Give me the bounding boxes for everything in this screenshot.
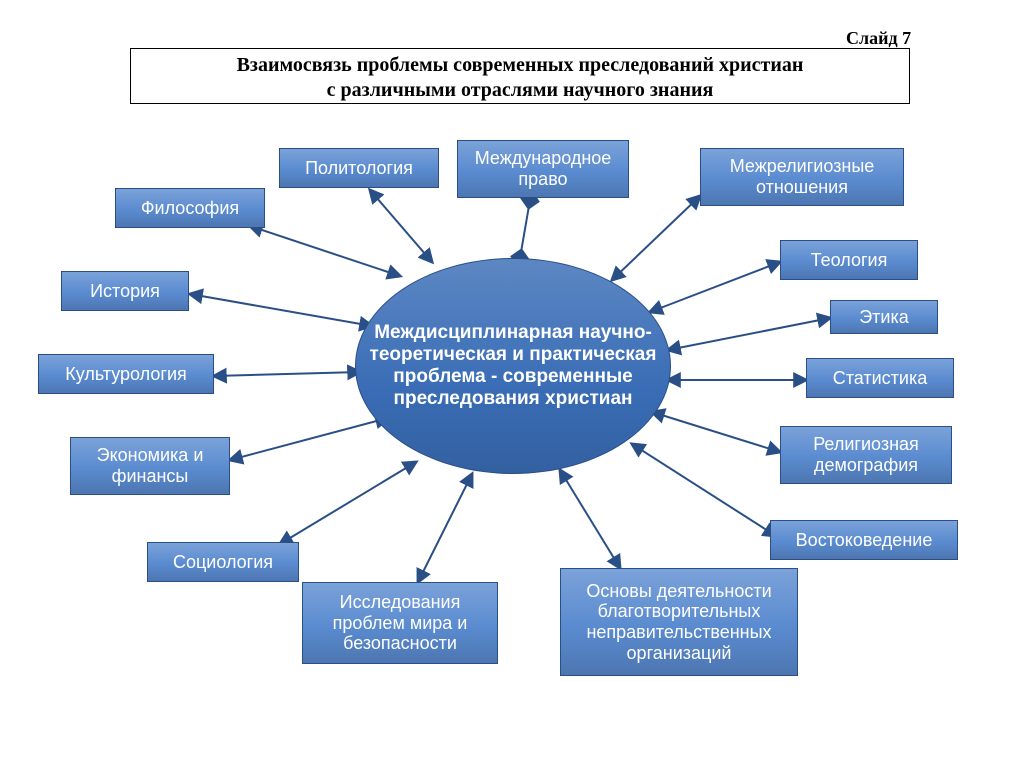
node-philosophy: Философия (115, 188, 265, 228)
node-intl-law: Международное право (457, 140, 629, 198)
node-oriental: Востоковедение (770, 520, 958, 560)
arrow-philosophy (250, 226, 400, 276)
node-economics: Экономика и финансы (70, 437, 230, 495)
arrow-peace-security (418, 474, 472, 582)
node-ethics: Этика (830, 300, 938, 334)
arrow-oriental (632, 444, 776, 536)
arrow-intl-law (520, 200, 530, 258)
arrow-ethics (668, 318, 830, 350)
node-sociology: Социология (147, 542, 299, 582)
node-politologiya: Политология (279, 148, 439, 188)
center-ellipse: Междисциплинарная научно-теоретическая и… (355, 258, 671, 474)
arrow-sociology (280, 462, 416, 544)
arrow-interreligious (612, 196, 700, 280)
node-theology: Теология (780, 240, 918, 280)
arrow-theology (650, 262, 780, 312)
node-statistics: Статистика (806, 358, 954, 398)
node-interreligious: Межрелигиозные отношения (700, 148, 904, 206)
slide-number: Слайд 7 (846, 28, 911, 49)
title-line2: с различными отраслями научного знания (137, 78, 903, 103)
title-box: Взаимосвязь проблемы современных преслед… (130, 48, 910, 104)
title-line1: Взаимосвязь проблемы современных преслед… (137, 53, 903, 78)
arrow-culturology (214, 372, 360, 376)
node-peace-security: Исследования проблем мира и безопасности (302, 582, 498, 664)
slide-stage: Слайд 7 Взаимосвязь проблемы современных… (0, 0, 1024, 767)
node-culturology: Культурология (38, 354, 214, 394)
node-rel-demography: Религиозная демография (780, 426, 952, 484)
arrow-history (190, 294, 372, 326)
arrow-economics (230, 418, 388, 460)
node-ngo: Основы деятельности благотворительных не… (560, 568, 798, 676)
arrow-ngo (560, 470, 620, 568)
center-text: Междисциплинарная научно-теоретическая и… (366, 322, 660, 409)
node-history: История (61, 271, 189, 311)
arrow-rel-demography (652, 412, 780, 452)
arrow-politologiya (370, 190, 432, 262)
